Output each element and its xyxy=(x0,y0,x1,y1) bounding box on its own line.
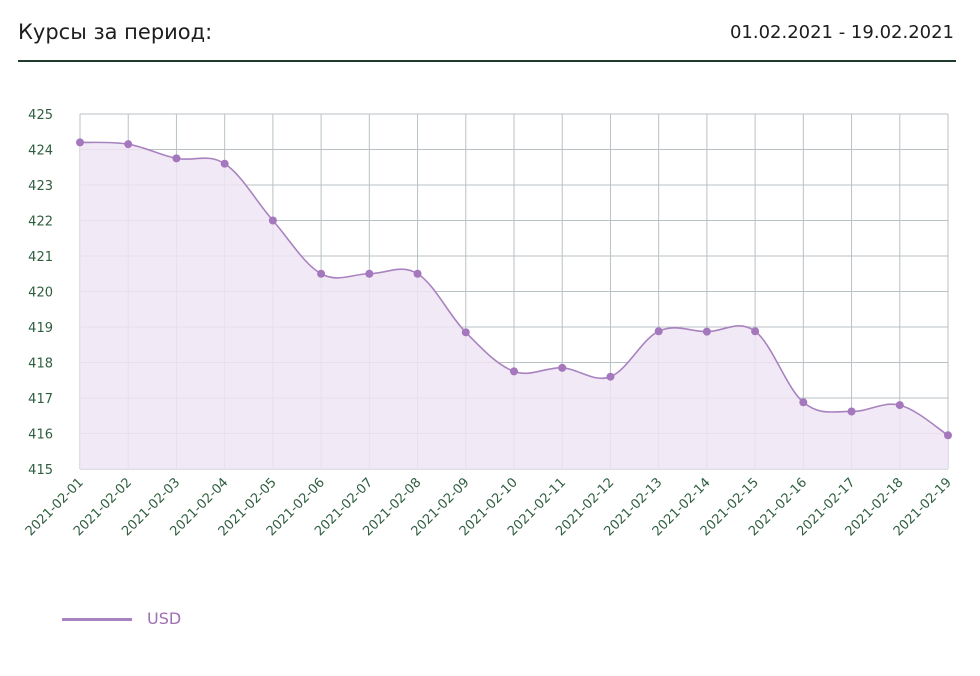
data-point-2021-02-15 xyxy=(751,327,760,336)
data-point-2021-02-07 xyxy=(365,269,374,278)
data-point-2021-02-10 xyxy=(510,367,518,376)
legend-label-usd: USD xyxy=(147,609,182,628)
data-point-2021-02-08 xyxy=(413,269,422,278)
data-point-2021-02-12 xyxy=(606,372,615,381)
date-range: 01.02.2021 - 19.02.2021 xyxy=(729,22,954,43)
chart-header: Курсы за период: 01.02.2021 - 19.02.2021 xyxy=(18,0,956,62)
data-point-2021-02-05 xyxy=(268,216,277,225)
y-tick-label: 420 xyxy=(28,286,53,301)
data-point-2021-02-02 xyxy=(124,140,133,149)
data-point-2021-02-01 xyxy=(76,138,84,147)
y-tick-label: 415 xyxy=(28,463,53,478)
data-point-2021-02-06 xyxy=(317,269,326,278)
y-tick-label: 421 xyxy=(28,250,53,265)
y-tick-label: 424 xyxy=(28,144,53,159)
series-area-usd xyxy=(80,142,948,469)
y-tick-label: 418 xyxy=(28,357,53,372)
y-tick-label: 417 xyxy=(28,392,53,407)
y-tick-label: 419 xyxy=(28,321,53,336)
y-tick-label: 422 xyxy=(28,215,53,230)
data-point-2021-02-16 xyxy=(799,398,808,407)
y-tick-label: 416 xyxy=(28,428,53,443)
data-point-2021-02-04 xyxy=(220,159,229,168)
legend-swatch-usd xyxy=(62,618,132,621)
line-chart: 4154164174184194204214224234244252021-02… xyxy=(23,108,955,539)
page-title: Курсы за период: xyxy=(18,20,213,44)
data-point-2021-02-09 xyxy=(461,328,470,337)
data-point-2021-02-13 xyxy=(654,327,663,336)
data-point-2021-02-19 xyxy=(944,431,952,440)
data-point-2021-02-03 xyxy=(172,154,181,163)
data-point-2021-02-14 xyxy=(702,327,711,336)
y-tick-label: 423 xyxy=(28,179,53,194)
data-point-2021-02-11 xyxy=(558,363,567,372)
y-tick-label: 425 xyxy=(28,108,53,123)
data-point-2021-02-18 xyxy=(895,401,904,410)
data-point-2021-02-17 xyxy=(847,407,856,416)
